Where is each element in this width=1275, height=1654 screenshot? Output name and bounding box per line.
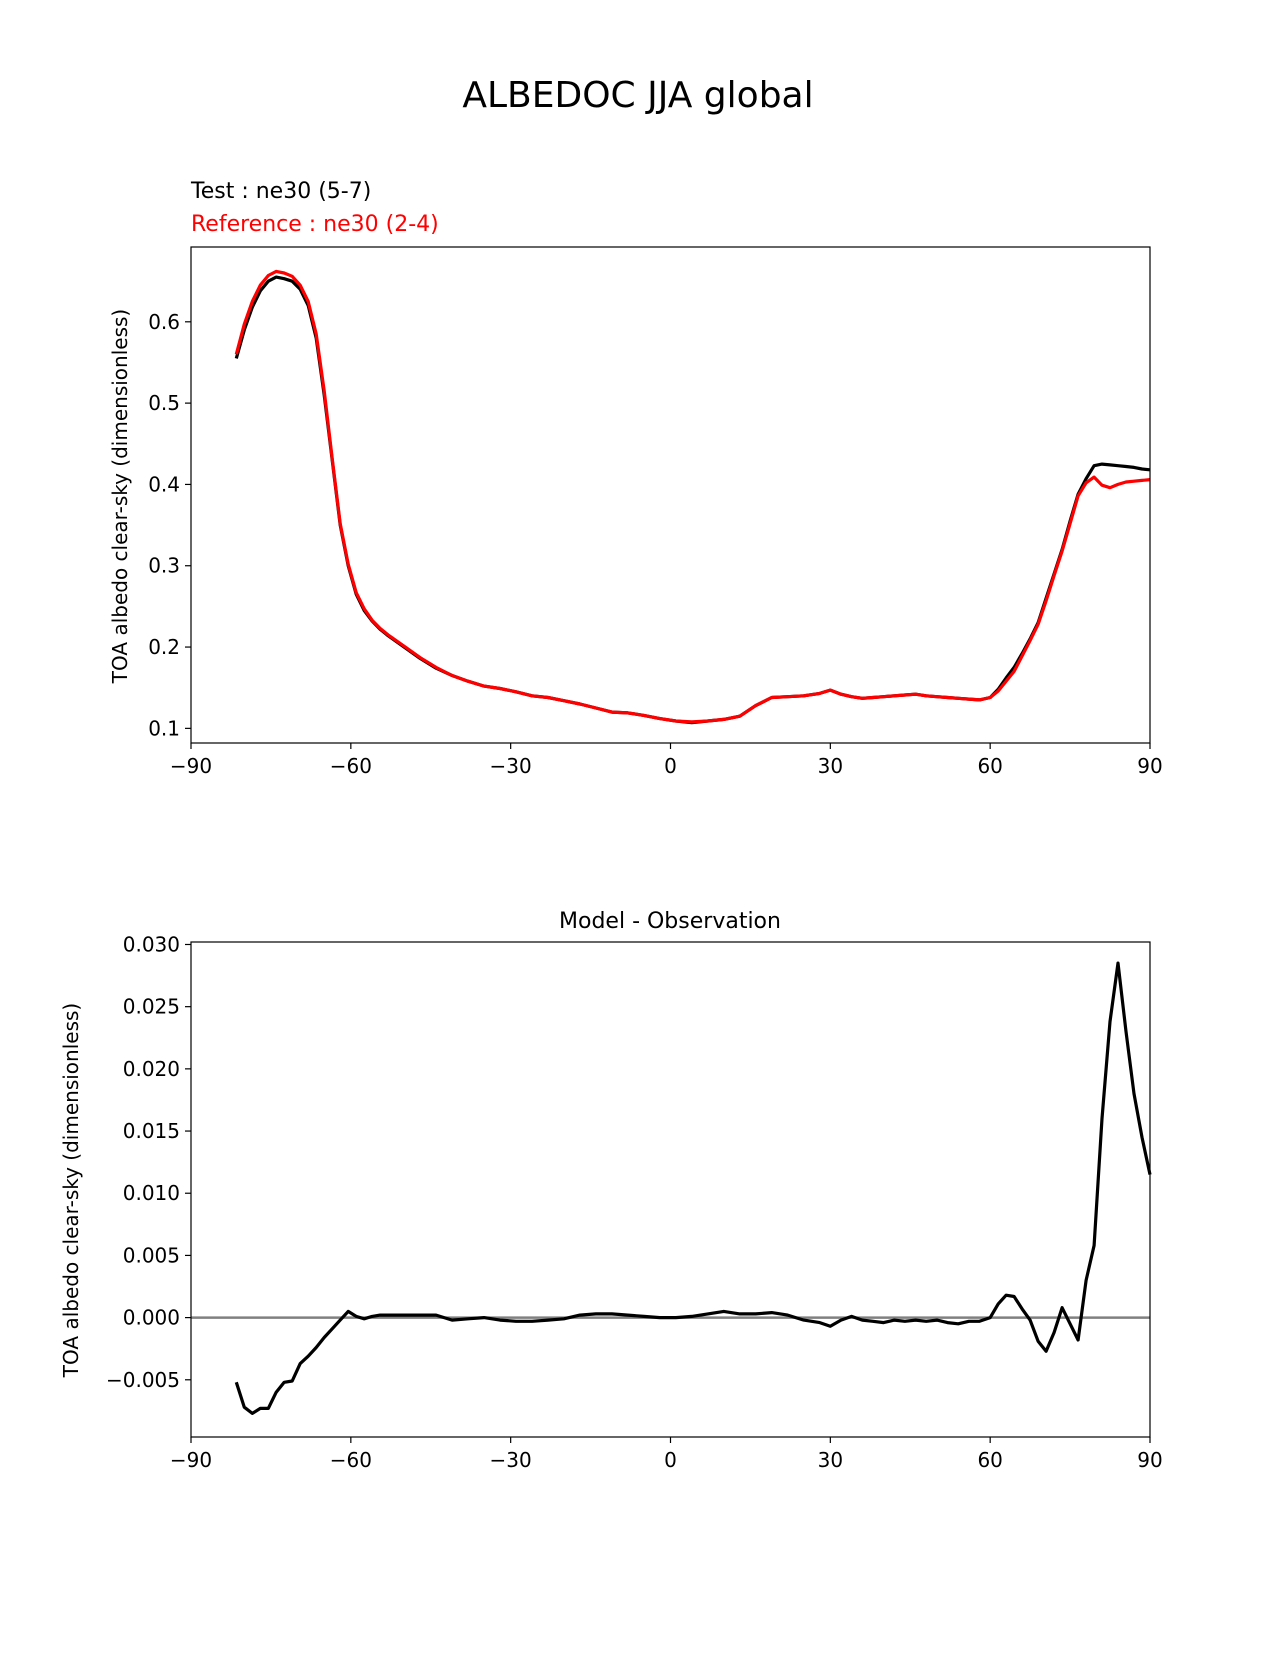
top-series-line-0 [234,275,1151,725]
top-x-tick-label: −90 [170,754,212,778]
top-x-tick-label: −60 [330,754,372,778]
top-y-tick-label: 0.3 [148,554,180,578]
top-panel: Test : ne30 (5-7) Reference : ne30 (2-4)… [108,179,1163,778]
bottom-plot-frame [190,941,1151,1438]
bottom-lines [191,961,1152,1416]
figure-title: ALBEDOC JJA global [462,75,813,116]
top-y-tick-label: 0.1 [148,716,180,740]
top-x-tick-label: 90 [1137,754,1162,778]
top-x-tick-label: −30 [490,754,532,778]
bottom-y-tick-label: 0.015 [123,1119,180,1143]
bottom-ticks: −90 −60 −30 0 30 60 90 −0.005 0.000 0.005 0.010 0.0… [106,932,1163,1472]
top-series-line-1 [234,269,1151,724]
top-x-tick-label: 30 [818,754,843,778]
bottom-x-tick-label: 90 [1137,1448,1162,1472]
top-y-axis-label: TOA albedo clear-sky (dimensionless) [108,309,132,684]
top-x-tick-label: 0 [664,754,677,778]
bottom-y-tick-label: 0.010 [123,1181,180,1205]
top-ticks: −90 −60 −30 0 30 60 90 0.1 0.2 0.3 0.4 0.5 0.6 [148,310,1163,778]
legend-reference-label: Reference : ne30 (2-4) [191,212,439,237]
bottom-x-tick-label: 0 [664,1448,677,1472]
top-y-tick-label: 0.5 [148,391,180,415]
bottom-y-tick-label: −0.005 [106,1368,180,1392]
bottom-x-tick-label: 60 [977,1448,1002,1472]
bottom-y-tick-label: 0.000 [123,1306,180,1330]
bottom-y-tick-label: 0.005 [123,1243,180,1267]
top-plot-frame [190,246,1151,744]
bottom-x-tick-label: −90 [170,1448,212,1472]
bottom-series-line-0 [234,961,1152,1416]
legend-test-label: Test : ne30 (5-7) [190,179,371,204]
top-lines [234,269,1151,725]
bottom-x-tick-label: −60 [330,1448,372,1472]
top-x-tick-label: 60 [977,754,1002,778]
top-y-tick-label: 0.4 [148,472,180,496]
bottom-x-tick-label: 30 [818,1448,843,1472]
top-y-tick-label: 0.2 [148,635,180,659]
bottom-y-tick-label: 0.030 [123,932,180,956]
bottom-panel: Model - Observation TOA albedo clear-sky… [59,909,1163,1472]
bottom-y-axis-label: TOA albedo clear-sky (dimensionless) [59,1003,83,1378]
bottom-panel-title: Model - Observation [559,909,781,934]
bottom-y-tick-label: 0.025 [123,995,180,1019]
bottom-x-tick-label: −30 [490,1448,532,1472]
top-y-tick-label: 0.6 [148,310,180,334]
bottom-y-tick-label: 0.020 [123,1057,180,1081]
